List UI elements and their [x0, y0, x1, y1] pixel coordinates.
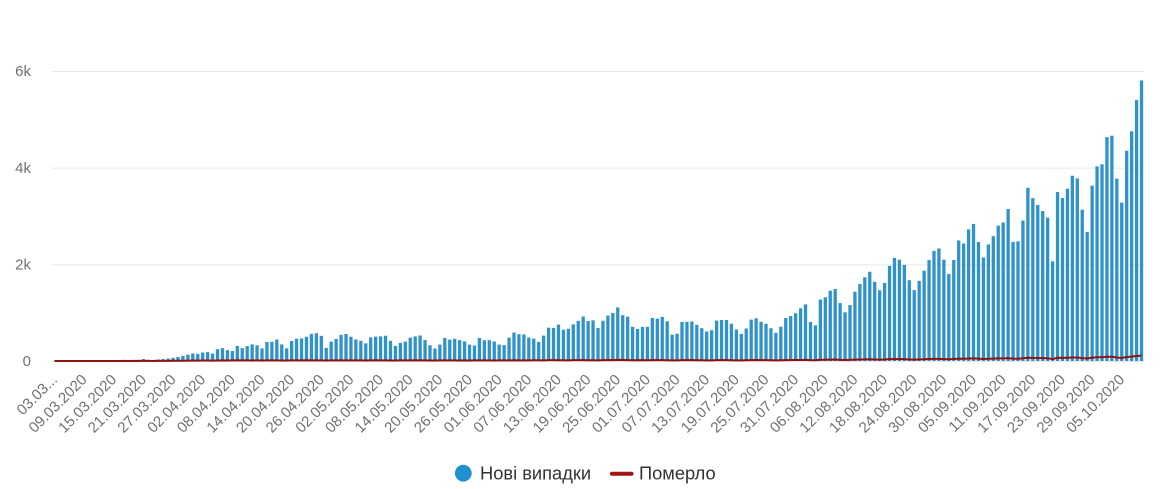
- svg-text:Нові випадки: Нові випадки: [480, 463, 591, 484]
- svg-text:4k: 4k: [15, 160, 31, 177]
- svg-text:Померло: Померло: [639, 463, 716, 484]
- svg-text:0: 0: [23, 353, 31, 370]
- svg-text:2k: 2k: [15, 257, 31, 274]
- svg-text:6k: 6k: [15, 63, 31, 80]
